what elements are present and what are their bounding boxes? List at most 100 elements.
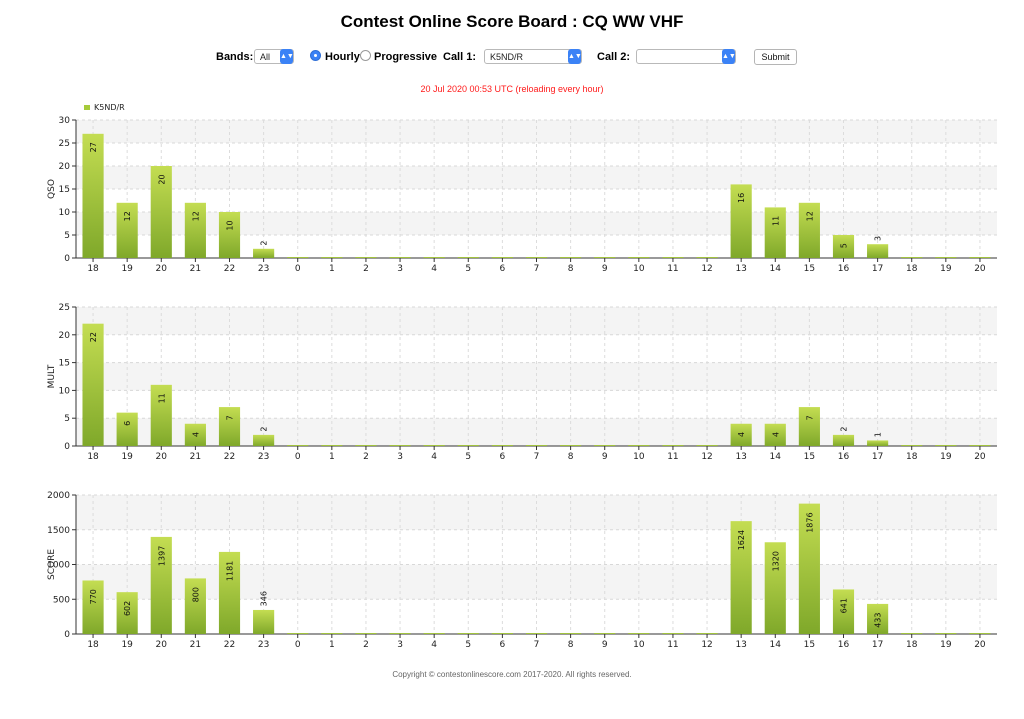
hourly-label[interactable]: Hourly (325, 51, 360, 63)
x-tick-label: 0 (295, 452, 301, 462)
bar (935, 445, 957, 446)
bar (491, 633, 513, 634)
bar (423, 445, 445, 446)
x-tick-label: 17 (872, 640, 883, 650)
select-chevron-icon: ▲▼ (568, 49, 582, 64)
submit-button[interactable]: Submit (754, 49, 797, 65)
y-tick-label: 20 (59, 331, 71, 341)
y-tick-label: 25 (59, 303, 70, 313)
x-tick-label: 3 (397, 452, 403, 462)
bar (594, 445, 616, 446)
bar (287, 633, 309, 634)
bar (798, 407, 820, 446)
bar (457, 257, 479, 258)
x-tick-label: 1 (329, 452, 335, 462)
data-label: 3 (874, 236, 883, 241)
x-tick-label: 10 (633, 640, 645, 650)
bar (355, 633, 377, 634)
bar (935, 633, 957, 634)
data-label: 1397 (157, 546, 166, 566)
data-label: 5 (840, 243, 849, 248)
select-chevron-icon: ▲▼ (280, 49, 294, 64)
bar (389, 633, 411, 634)
call1-select-value: K5ND/R (490, 52, 524, 62)
x-tick-label: 5 (465, 640, 471, 650)
x-tick-label: 15 (804, 640, 815, 650)
data-label: 7 (226, 415, 235, 420)
bar (355, 257, 377, 258)
x-tick-label: 1 (329, 640, 335, 650)
bar (560, 445, 582, 446)
y-axis-label: MULT (47, 364, 57, 388)
data-label: 346 (260, 591, 269, 606)
data-label: 1320 (771, 551, 780, 571)
x-tick-label: 13 (735, 640, 746, 650)
bar (82, 323, 104, 446)
x-tick-label: 19 (121, 640, 133, 650)
x-tick-label: 14 (770, 452, 782, 462)
progressive-radio[interactable] (360, 50, 371, 61)
data-label: 20 (157, 174, 166, 184)
x-tick-label: 15 (804, 264, 815, 274)
bar (560, 257, 582, 258)
y-tick-label: 5 (64, 414, 70, 424)
x-tick-label: 6 (500, 640, 506, 650)
x-tick-label: 3 (397, 264, 403, 274)
bar (218, 551, 241, 634)
bar (253, 248, 275, 258)
x-tick-label: 20 (156, 264, 168, 274)
x-tick-label: 2 (363, 452, 369, 462)
data-label: 2 (840, 427, 849, 432)
bar (628, 633, 650, 634)
x-tick-label: 21 (190, 640, 201, 650)
bands-select[interactable]: All ▲▼ (254, 49, 294, 64)
bar (389, 257, 411, 258)
data-label: 22 (89, 332, 98, 342)
bar (832, 434, 855, 446)
call1-label: Call 1: (443, 51, 477, 63)
data-label: 16 (737, 193, 746, 203)
bar (287, 257, 309, 258)
x-tick-label: 18 (906, 640, 918, 650)
x-tick-label: 13 (735, 264, 746, 274)
x-tick-label: 14 (770, 264, 782, 274)
x-tick-label: 6 (500, 264, 506, 274)
call2-select[interactable]: ▲▼ (636, 49, 736, 64)
grid-band (76, 120, 997, 143)
data-label: 4 (771, 432, 780, 437)
bar (355, 445, 377, 446)
bands-select-value: All (260, 52, 271, 62)
data-label: 6 (123, 421, 132, 426)
x-tick-label: 9 (602, 640, 608, 650)
bar (457, 445, 479, 446)
call1-select[interactable]: K5ND/R ▲▼ (484, 49, 582, 64)
x-tick-label: 7 (534, 640, 540, 650)
y-tick-label: 15 (59, 359, 70, 369)
x-tick-label: 10 (633, 264, 645, 274)
data-label: 2 (260, 241, 269, 246)
x-tick-label: 19 (940, 640, 952, 650)
x-tick-label: 4 (431, 452, 437, 462)
x-tick-label: 22 (224, 640, 235, 650)
legend-label: K5ND/R (94, 103, 125, 112)
x-tick-label: 0 (295, 264, 301, 274)
x-tick-label: 20 (974, 264, 986, 274)
y-tick-label: 10 (59, 386, 71, 396)
x-tick-label: 11 (667, 264, 678, 274)
data-label: 12 (191, 211, 200, 221)
bar (491, 257, 513, 258)
legend-swatch (84, 105, 90, 110)
bar (184, 202, 206, 258)
x-tick-label: 11 (667, 452, 678, 462)
x-tick-label: 16 (838, 264, 850, 274)
x-tick-label: 18 (87, 640, 99, 650)
progressive-label[interactable]: Progressive (374, 51, 437, 63)
bar (253, 609, 275, 634)
bar (184, 578, 206, 634)
x-tick-label: 4 (431, 640, 437, 650)
bar (150, 166, 172, 258)
x-tick-label: 3 (397, 640, 403, 650)
hourly-radio[interactable] (310, 50, 321, 61)
bar (764, 542, 786, 634)
